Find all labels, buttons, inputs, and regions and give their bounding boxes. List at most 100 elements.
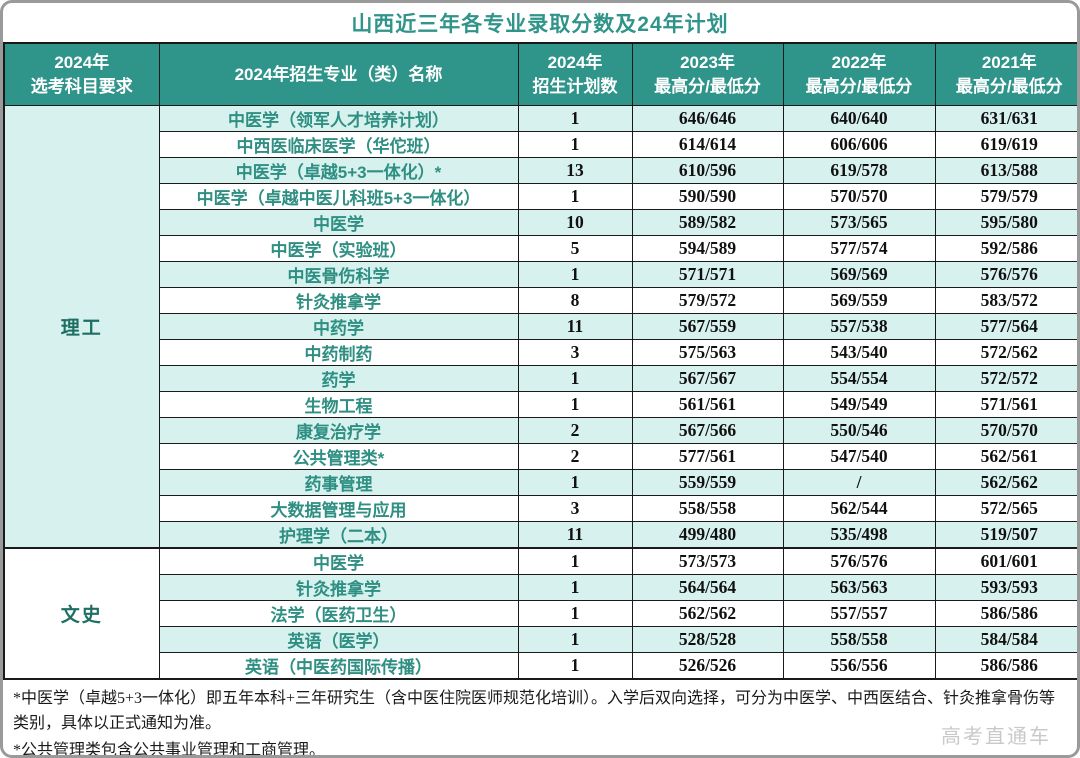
score-2021: 631/631: [934, 105, 1077, 132]
score-2022: 535/498: [782, 521, 936, 549]
score-2023: 567/566: [631, 417, 784, 444]
footer: *中医学（卓越5+3一体化）即五年本科+三年研究生（含中医住院医师规范化培训）。…: [3, 680, 1077, 758]
plan-count: 3: [517, 339, 633, 366]
plan-count: 1: [517, 600, 633, 627]
score-2021: 592/586: [934, 235, 1077, 262]
plan-count: 2: [517, 417, 633, 444]
section-label: 理工: [3, 105, 160, 549]
header-line: 选考科目要求: [30, 76, 133, 96]
header-line: 最高分/最低分: [955, 76, 1063, 96]
header-line: 2024年招生专业（类）名称: [234, 64, 443, 84]
major-name: 中医学: [158, 209, 519, 236]
table-row: 中医骨伤科学 1 571/571 569/569 576/576: [4, 261, 1077, 288]
plan-count: 1: [517, 574, 633, 601]
table-row: 针灸推拿学 8 579/572 569/559 583/572: [4, 287, 1077, 314]
footnote-public-admin: *公共管理类包含公共事业管理和工商管理。: [13, 741, 326, 758]
score-2023: 561/561: [631, 391, 784, 418]
major-name: 中西医临床医学（华佗班）: [158, 131, 519, 158]
page-title: 山西近三年各专业录取分数及24年计划: [351, 12, 729, 36]
score-2021: 583/572: [934, 287, 1077, 314]
table-row: 针灸推拿学 1 564/564 563/563 593/593: [4, 574, 1077, 601]
table-row: 英语（医学） 1 528/528 558/558 584/584: [4, 626, 1077, 653]
score-2023: 564/564: [631, 574, 784, 601]
plan-count: 1: [517, 469, 633, 496]
plan-count: 13: [517, 157, 633, 184]
score-2023: 590/590: [631, 183, 784, 210]
table-row: 英语（中医药国际传播） 1 526/526 556/556 586/586: [4, 652, 1077, 680]
major-name: 法学（医药卫生）: [158, 600, 519, 627]
header-line: 2024年: [547, 52, 603, 72]
table-row: 康复治疗学 2 567/566 550/546 570/570: [4, 417, 1077, 444]
score-2023: 589/582: [631, 209, 784, 236]
plan-count: 1: [517, 105, 633, 132]
major-name: 中医骨伤科学: [158, 261, 519, 288]
table-row: 药事管理 1 559/559/562/562: [4, 469, 1077, 496]
header-row: 2024年 选考科目要求 2024年招生专业（类）名称 2024年 招生计划数 …: [3, 42, 1077, 106]
header-scores-2022: 2022年 最高分/最低分: [782, 42, 936, 106]
score-2023: 594/589: [631, 235, 784, 262]
table-row: 中医学（卓越5+3一体化）* 13 610/596 619/578 613/588: [4, 157, 1077, 184]
header-line: 最高分/最低分: [805, 76, 913, 96]
plan-count: 11: [517, 521, 633, 549]
score-2021: 586/586: [934, 652, 1077, 680]
table-row: 公共管理类* 2 577/561 547/540 562/561: [4, 443, 1077, 470]
major-name: 中医学: [158, 547, 519, 575]
table-row: 生物工程 1 561/561 549/549 571/561: [4, 391, 1077, 418]
score-2022: 543/540: [782, 339, 936, 366]
plan-count: 1: [517, 626, 633, 653]
score-2021: 570/570: [934, 417, 1077, 444]
table-row: 文史 中医学 1 573/573 576/576 601/601: [3, 547, 1077, 680]
major-name: 针灸推拿学: [158, 287, 519, 314]
table-body: 理工 中医学（领军人才培养计划） 1 646/646 640/640 631/631 中西医…: [3, 105, 1077, 680]
score-2022: 640/640: [782, 105, 936, 132]
plan-count: 1: [517, 547, 633, 575]
table-row: 中药制药 3 575/563 543/540 572/562: [4, 339, 1077, 366]
header-line: 最高分/最低分: [654, 76, 761, 96]
score-2022: 554/554: [782, 365, 936, 392]
header-line: 2022年: [831, 52, 887, 72]
score-2021: 562/561: [934, 443, 1077, 470]
score-2022: 558/558: [782, 626, 936, 653]
score-2023: 573/573: [631, 547, 784, 575]
plan-count: 1: [517, 365, 633, 392]
score-2023: 577/561: [631, 443, 784, 470]
plan-count: 8: [517, 287, 633, 314]
major-name: 大数据管理与应用: [158, 495, 519, 522]
table-row: 药学 1 567/567 554/554 572/572: [4, 365, 1077, 392]
score-2023: 558/558: [631, 495, 784, 522]
header-line: 招生计划数: [532, 76, 618, 96]
score-2023: 562/562: [631, 600, 784, 627]
header-scores-2021: 2021年 最高分/最低分: [934, 42, 1077, 106]
score-2022: /: [782, 469, 936, 496]
score-2023: 610/596: [631, 157, 784, 184]
major-name: 生物工程: [158, 391, 519, 418]
major-name: 公共管理类*: [158, 443, 519, 470]
score-2021: 619/619: [934, 131, 1077, 158]
plan-count: 11: [517, 313, 633, 340]
score-2022: 557/557: [782, 600, 936, 627]
major-name: 中药制药: [158, 339, 519, 366]
score-2022: 557/538: [782, 313, 936, 340]
score-2022: 563/563: [782, 574, 936, 601]
header-line: 2023年: [680, 52, 735, 72]
score-2023: 499/480: [631, 521, 784, 549]
footnote-5plus3: *中医学（卓越5+3一体化）即五年本科+三年研究生（含中医住院医师规范化培训）。…: [13, 690, 1056, 732]
plan-count: 5: [517, 235, 633, 262]
score-2021: 593/593: [934, 574, 1077, 601]
plan-count: 1: [517, 391, 633, 418]
score-2023: 614/614: [631, 131, 784, 158]
major-name: 康复治疗学: [158, 417, 519, 444]
score-2021: 562/562: [934, 469, 1077, 496]
score-2022: 549/549: [782, 391, 936, 418]
header-major-name: 2024年招生专业（类）名称: [158, 42, 519, 106]
table-row: 中医学（卓越中医儿科班5+3一体化） 1 590/590 570/570 579/579: [4, 183, 1077, 210]
table-row: 法学（医药卫生） 1 562/562 557/557 586/586: [4, 600, 1077, 627]
header-scores-2023: 2023年 最高分/最低分: [631, 42, 784, 106]
score-2021: 584/584: [934, 626, 1077, 653]
score-2022: 556/556: [782, 652, 936, 680]
table-row: 中药学 11 567/559 557/538 577/564: [4, 313, 1077, 340]
table-row: 中医学 10 589/582 573/565 595/580: [4, 209, 1077, 236]
major-name: 药学: [158, 365, 519, 392]
major-name: 中药学: [158, 313, 519, 340]
